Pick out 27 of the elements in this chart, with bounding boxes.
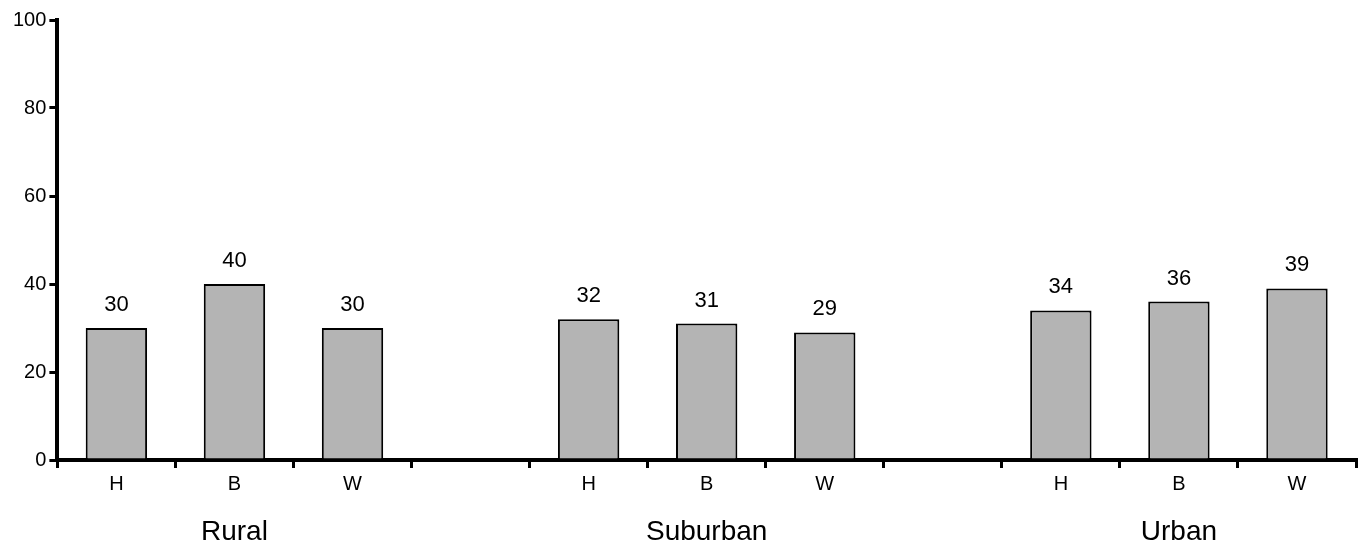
x-tick-label: W — [343, 471, 363, 494]
x-tick-label: H — [1053, 471, 1069, 494]
y-tick-label: 0 — [35, 447, 47, 470]
data-label: 36 — [1166, 264, 1192, 290]
y-tick-label: 40 — [24, 271, 47, 294]
data-label: 30 — [340, 291, 365, 317]
x-tick-label: B — [227, 471, 242, 494]
data-label: 40 — [222, 247, 247, 273]
x-tick-label: H — [109, 471, 124, 494]
data-label: 34 — [1048, 273, 1074, 299]
x-tick-label: H — [581, 471, 596, 494]
data-label: 30 — [104, 291, 129, 317]
text: Rural — [200, 514, 268, 546]
data-label: 29 — [812, 295, 837, 321]
x-tick-label: W — [815, 471, 835, 494]
x-tick-label: B — [1172, 471, 1186, 494]
data-label: 32 — [576, 282, 601, 308]
x-tick-label: B — [700, 471, 714, 494]
y-tick-label: 60 — [24, 183, 47, 206]
y-tick-label: 100 — [12, 7, 47, 30]
text: Suburban — [645, 514, 768, 546]
data-label: 39 — [1284, 251, 1310, 277]
data-label: 31 — [694, 286, 719, 312]
x-tick-label: W — [1287, 471, 1307, 494]
text: Urban — [1140, 514, 1218, 546]
y-tick-label: 80 — [24, 95, 47, 118]
y-tick-label: 20 — [24, 359, 47, 382]
